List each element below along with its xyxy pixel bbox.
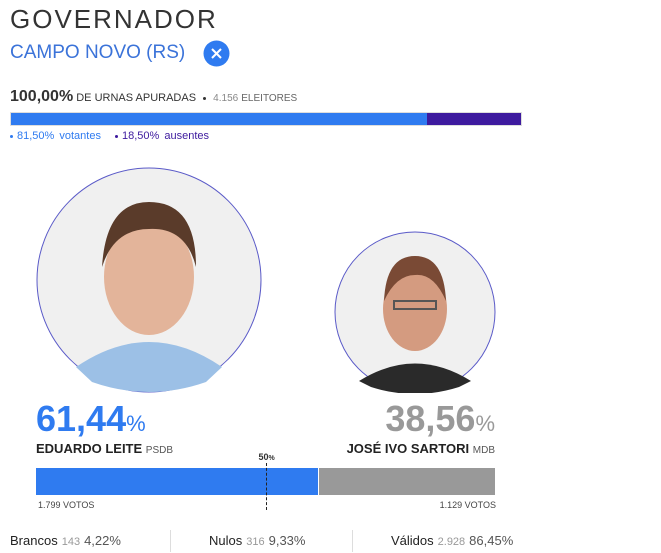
summary-item: Válidos 2.928 86,45% xyxy=(391,532,513,550)
percent-sign: % xyxy=(475,411,495,436)
counting-line: 100,00% DE URNAS APURADAS 4.156 ELEITORE… xyxy=(10,88,297,106)
turnout-segment xyxy=(426,113,521,125)
candidate-name: JOSÉ IVO SARTORI MDB xyxy=(347,441,495,456)
turnout-percent: 81,50% xyxy=(17,130,55,142)
summary-count: 316 xyxy=(246,536,265,548)
vote-segment xyxy=(36,468,318,495)
turnout-bar xyxy=(10,112,522,126)
summary-percent: 4,22% xyxy=(84,533,121,548)
summary-label: Brancos xyxy=(10,533,58,548)
candidate-photo xyxy=(334,231,496,393)
summary-percent: 9,33% xyxy=(268,533,306,548)
summary-count: 143 xyxy=(61,536,81,548)
summary-percent: 86,45% xyxy=(469,533,514,548)
name: JOSÉ IVO SARTORI xyxy=(346,441,470,456)
turnout-legend: 81,50% votantes 18,50% ausentes xyxy=(10,130,209,142)
turnout-percent: 18,50% xyxy=(121,130,160,142)
votes: 1.129 xyxy=(439,500,463,510)
electors-label: ELEITORES xyxy=(241,93,298,104)
turnout-item: 18,50% ausentes xyxy=(114,130,209,142)
divider xyxy=(170,530,171,552)
legend-dot xyxy=(114,134,118,138)
summary-label: Nulos xyxy=(209,533,243,548)
candidate-photo xyxy=(36,167,262,393)
separator-dot xyxy=(203,96,207,100)
title: GOVERNADOR xyxy=(10,4,218,34)
vote-segment xyxy=(318,468,495,495)
close-button[interactable] xyxy=(203,40,230,67)
percent-value: 38,56 xyxy=(385,398,476,439)
counted-percent: 100,00% xyxy=(10,88,74,105)
candidate-name: EDUARDO LEITE PSDB xyxy=(36,441,173,456)
summary-count: 2.928 xyxy=(437,536,466,548)
divider xyxy=(352,530,353,552)
votes-label: VOTOS xyxy=(63,500,95,510)
party: MDB xyxy=(472,445,495,456)
percent-sign: % xyxy=(126,411,146,436)
name: EDUARDO LEITE xyxy=(36,441,143,456)
candidate-votes: 1.799 VOTOS xyxy=(38,500,94,510)
percent-value: 61,44 xyxy=(36,398,127,439)
turnout-segment xyxy=(11,113,427,125)
midline-value: 50 xyxy=(258,452,269,462)
location: CAMPO NOVO (RS) xyxy=(10,42,186,63)
votes: 1.799 xyxy=(38,500,61,510)
summary-label: Válidos xyxy=(391,533,434,548)
candidate-percent: 61,44% xyxy=(36,398,146,440)
turnout-name: votantes xyxy=(59,130,101,142)
turnout-item: 81,50% votantes xyxy=(10,130,101,142)
party: PSDB xyxy=(145,445,174,456)
midline-label: 50% xyxy=(259,452,275,462)
votes-label: VOTOS xyxy=(464,500,496,510)
candidate-votes: 1.129 VOTOS xyxy=(440,500,496,510)
vote-bar xyxy=(36,468,495,495)
turnout-name: ausentes xyxy=(164,130,209,142)
summary-item: Brancos 143 4,22% xyxy=(10,532,121,550)
summary-item: Nulos 316 9,33% xyxy=(209,532,305,550)
midline-unit: % xyxy=(268,455,275,462)
midline xyxy=(265,463,267,510)
candidate-percent: 38,56% xyxy=(385,398,495,440)
counted-label: DE URNAS APURADAS xyxy=(76,92,197,104)
legend-dot xyxy=(10,134,13,138)
electors: 4.156 xyxy=(213,93,239,104)
